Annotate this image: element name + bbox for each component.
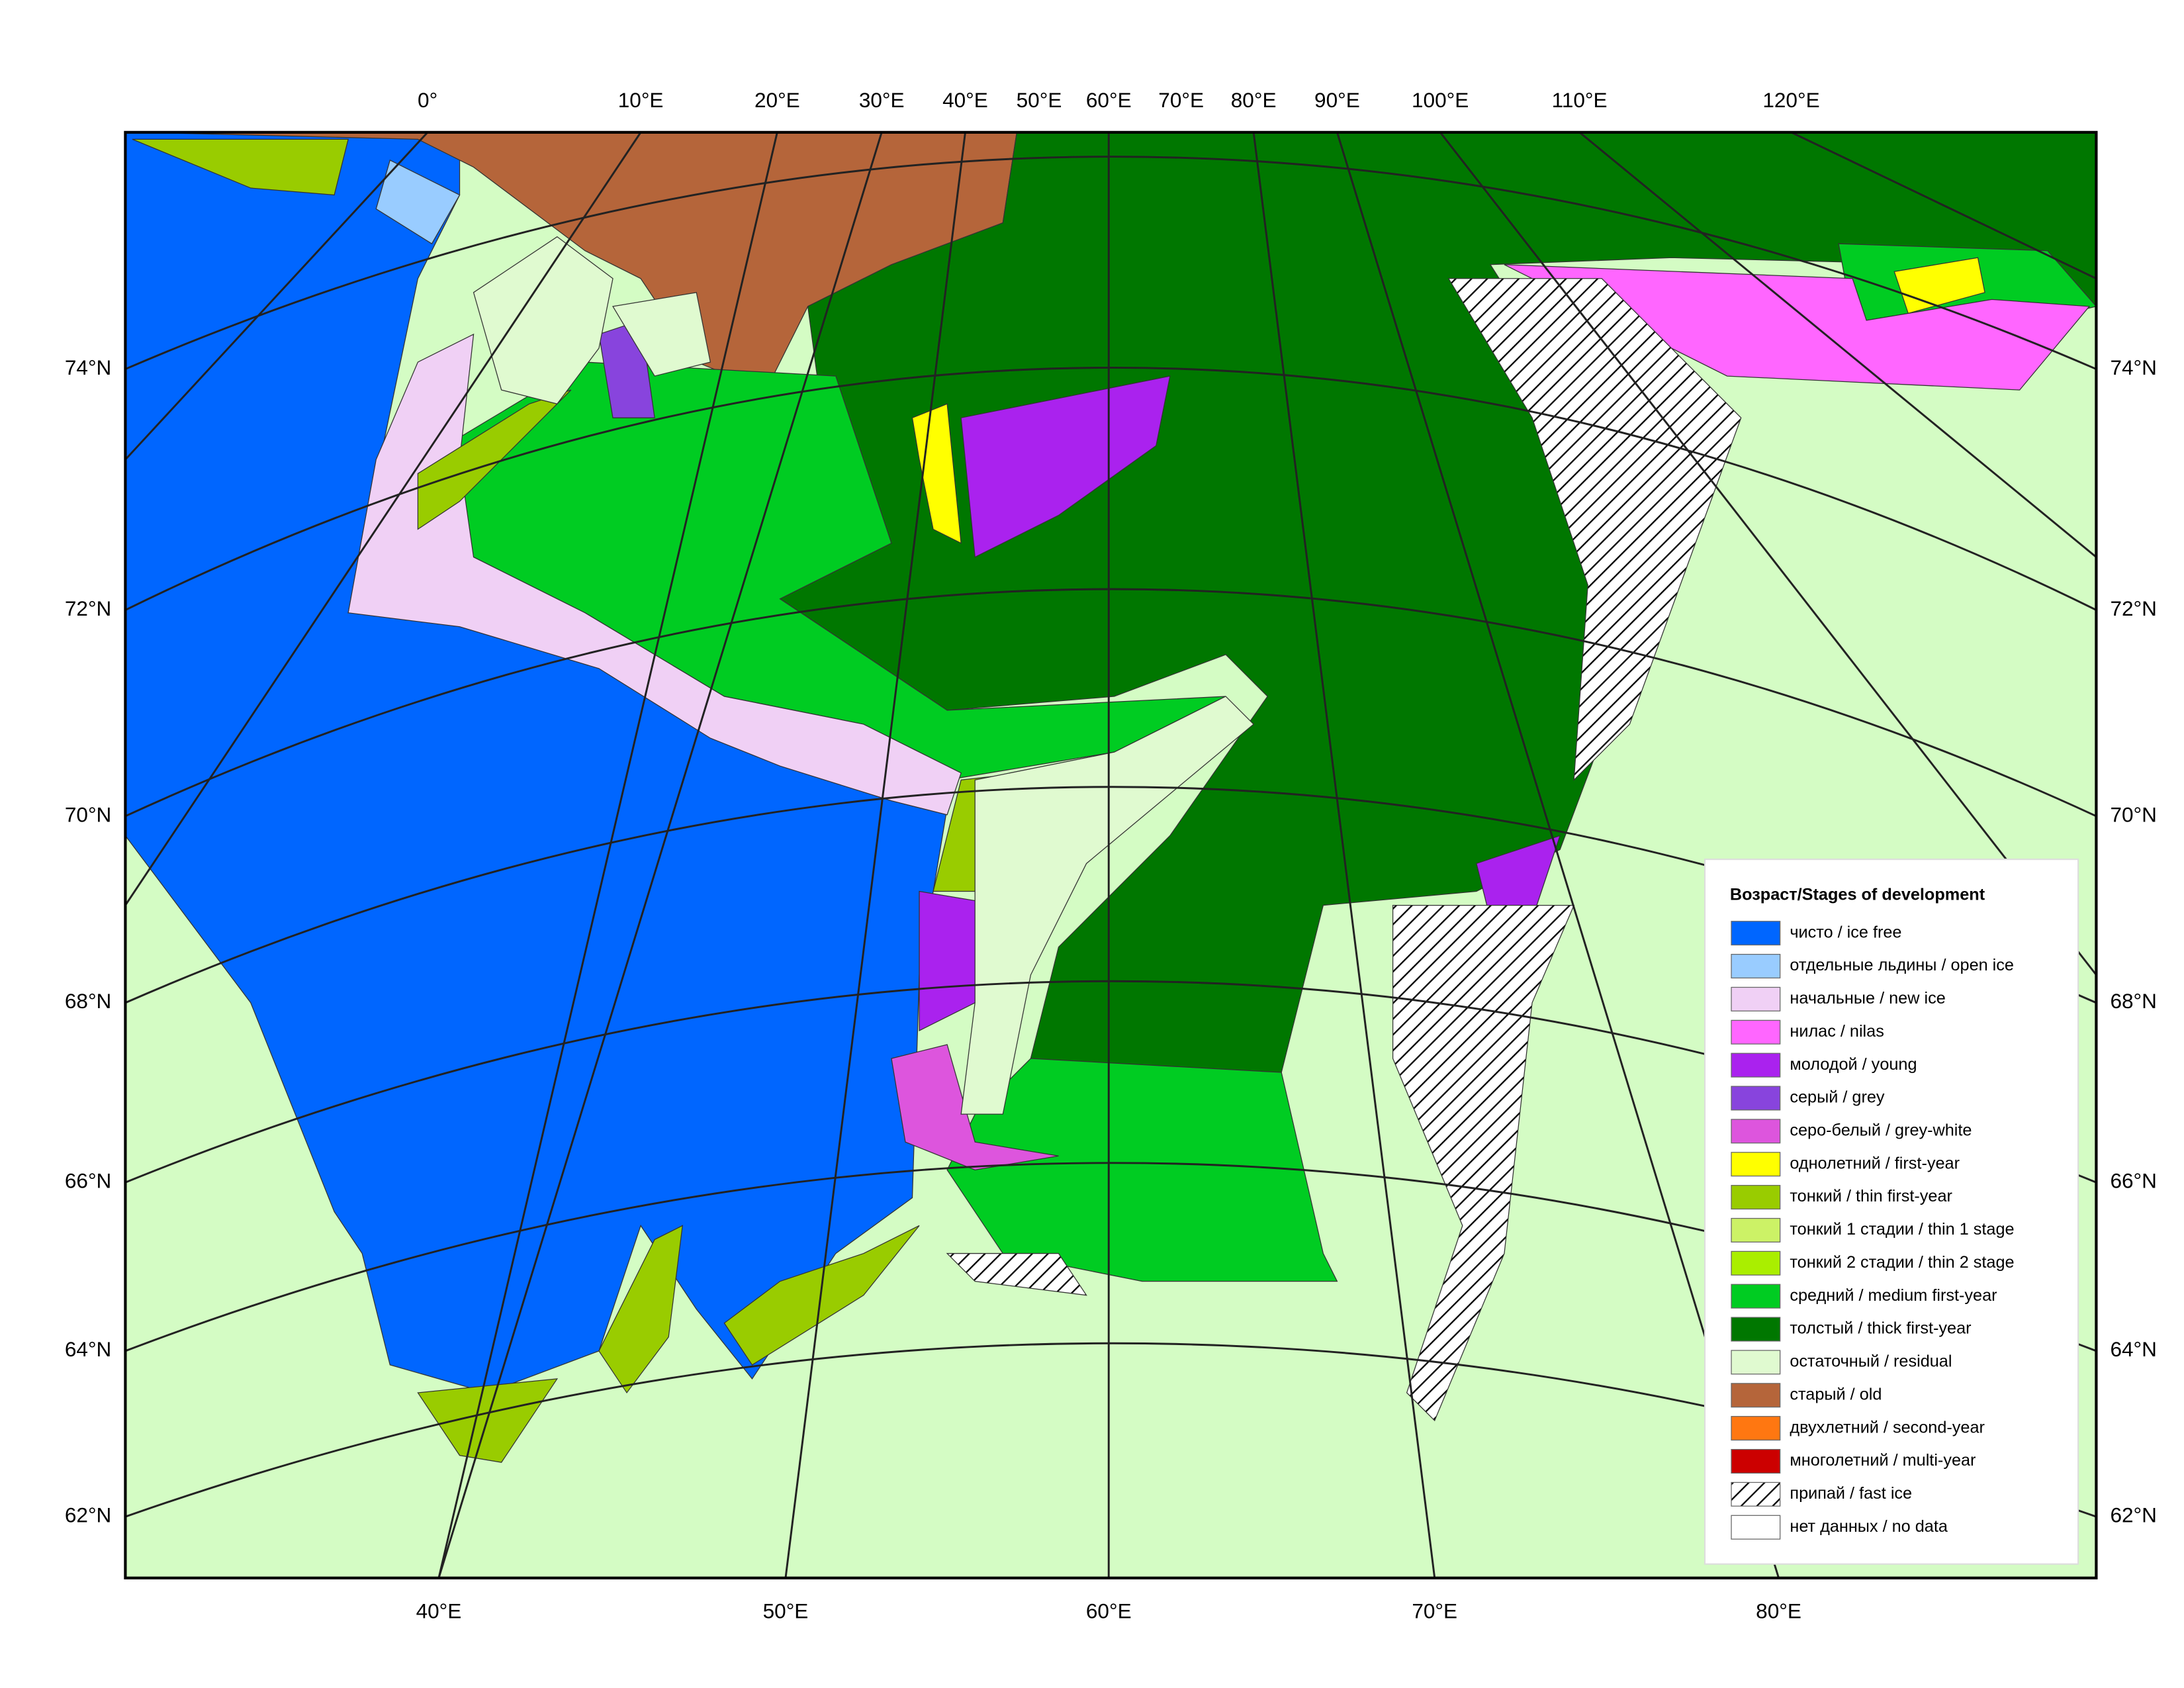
young-ice bbox=[960, 375, 1171, 558]
legend-swatch bbox=[1731, 1086, 1781, 1111]
top-longitude-label: 110°E bbox=[1552, 88, 1608, 112]
left-latitude-label: 68°N bbox=[65, 989, 112, 1013]
legend-swatch bbox=[1731, 1119, 1781, 1144]
top-longitude-label: 70°E bbox=[1158, 88, 1204, 112]
right-latitude-label: 68°N bbox=[2110, 989, 2157, 1013]
top-longitude-label: 30°E bbox=[859, 88, 905, 112]
right-latitude-label: 74°N bbox=[2110, 355, 2157, 379]
top-longitude-label: 60°E bbox=[1086, 88, 1132, 112]
right-latitude-label: 66°N bbox=[2110, 1169, 2157, 1193]
thin-ice-north bbox=[132, 138, 349, 196]
legend-swatch bbox=[1731, 1019, 1781, 1045]
legend: Возраст/Stages of development чисто / ic… bbox=[1704, 859, 2079, 1565]
legend-swatch bbox=[1731, 1250, 1781, 1276]
top-longitude-label: 50°E bbox=[1017, 88, 1062, 112]
legend-label: многолетний / multi-year bbox=[1790, 1451, 1976, 1470]
legend-label: нилас / nilas bbox=[1790, 1022, 1884, 1041]
legend-swatch bbox=[1731, 1383, 1781, 1408]
legend-label: однолетний / first-year bbox=[1790, 1154, 1960, 1172]
novaya-zemlya bbox=[960, 696, 1255, 1115]
left-latitude-label: 74°N bbox=[65, 355, 112, 379]
left-latitude-label: 70°N bbox=[65, 802, 112, 826]
legend-label: нет данных / no data bbox=[1790, 1517, 1948, 1536]
legend-swatch bbox=[1731, 1481, 1781, 1507]
bottom-longitude-label: 40°E bbox=[416, 1599, 462, 1623]
legend-swatch bbox=[1731, 1185, 1781, 1210]
legend-swatch bbox=[1731, 1217, 1781, 1243]
legend-label: серый / grey bbox=[1790, 1088, 1885, 1107]
right-latitude-label: 62°N bbox=[2110, 1503, 2157, 1527]
top-longitude-label: 100°E bbox=[1412, 88, 1469, 112]
top-longitude-label: 0° bbox=[418, 88, 437, 112]
legend-swatch bbox=[1731, 954, 1781, 979]
legend-swatch bbox=[1731, 986, 1781, 1011]
coordinate-labels: 0° 10°E 20°E 30°E 40°E 50°E 60°E 70°E 80°E 90°E 10… bbox=[65, 88, 2157, 1623]
legend-label: серо-белый / grey-white bbox=[1790, 1121, 1972, 1140]
legend-label: толстый / thick first-year bbox=[1790, 1319, 1971, 1338]
new-ice bbox=[347, 333, 962, 816]
legend-label: молодой / young bbox=[1790, 1055, 1917, 1074]
thin-ice bbox=[417, 389, 572, 530]
right-latitude-label: 70°N bbox=[2110, 802, 2157, 826]
map-area bbox=[125, 132, 2097, 1578]
legend-label: начальные / new ice bbox=[1790, 989, 1945, 1008]
nilas bbox=[1504, 264, 2091, 391]
top-longitude-label: 90°E bbox=[1314, 88, 1360, 112]
legend-label: тонкий 1 стадии / thin 1 stage bbox=[1790, 1220, 2014, 1239]
top-longitude-label: 80°E bbox=[1231, 88, 1277, 112]
top-longitude-label: 20°E bbox=[754, 88, 800, 112]
legend-swatch bbox=[1731, 1317, 1781, 1342]
legend-swatch bbox=[1731, 1350, 1781, 1375]
legend-label: чисто / ice free bbox=[1790, 923, 1901, 941]
legend-label: тонкий / thin first-year bbox=[1790, 1187, 1952, 1205]
legend-swatch bbox=[1731, 1416, 1781, 1441]
top-longitude-label: 120°E bbox=[1762, 88, 1819, 112]
map-frame bbox=[124, 130, 2098, 1579]
bottom-longitude-label: 60°E bbox=[1086, 1599, 1132, 1623]
legend-swatch bbox=[1731, 921, 1781, 946]
legend-label: тонкий 2 стадии / thin 2 stage bbox=[1790, 1253, 2014, 1272]
legend-swatch bbox=[1731, 1448, 1781, 1474]
grey-white-ice bbox=[891, 1044, 1059, 1170]
franz-josef bbox=[612, 292, 711, 377]
left-latitude-label: 62°N bbox=[65, 1503, 112, 1527]
legend-label: припай / fast ice bbox=[1790, 1484, 1912, 1503]
top-longitude-label: 10°E bbox=[618, 88, 664, 112]
left-latitude-label: 66°N bbox=[65, 1169, 112, 1193]
left-latitude-label: 64°N bbox=[65, 1337, 112, 1361]
legend-swatch bbox=[1731, 1515, 1781, 1540]
legend-swatch bbox=[1731, 1284, 1781, 1309]
legend-label: остаточный / residual bbox=[1790, 1352, 1952, 1371]
open-ice bbox=[375, 160, 461, 245]
legend-label: старый / old bbox=[1790, 1385, 1882, 1403]
fast-ice bbox=[1447, 278, 1742, 781]
bottom-longitude-label: 70°E bbox=[1412, 1599, 1457, 1623]
thin-ice-5 bbox=[723, 1225, 920, 1366]
right-latitude-label: 72°N bbox=[2110, 596, 2157, 620]
svalbard bbox=[473, 236, 614, 404]
legend-label: отдельные льдины / open ice bbox=[1790, 956, 2014, 974]
bottom-longitude-label: 80°E bbox=[1756, 1599, 1801, 1623]
legend-swatch bbox=[1731, 1053, 1781, 1078]
bottom-longitude-label: 50°E bbox=[763, 1599, 809, 1623]
left-latitude-label: 72°N bbox=[65, 596, 112, 620]
legend-label: двухлетний / second-year bbox=[1790, 1418, 1985, 1436]
legend-swatch bbox=[1731, 1152, 1781, 1177]
top-longitude-label: 40°E bbox=[942, 88, 988, 112]
first-year-ice bbox=[911, 403, 962, 544]
right-latitude-label: 64°N bbox=[2110, 1337, 2157, 1361]
legend-title: Возраст/Stages of development bbox=[1730, 886, 1985, 904]
legend-label: средний / medium first-year bbox=[1790, 1286, 1997, 1305]
fast-ice-2 bbox=[1392, 904, 1575, 1422]
fast-ice-3 bbox=[946, 1252, 1087, 1296]
